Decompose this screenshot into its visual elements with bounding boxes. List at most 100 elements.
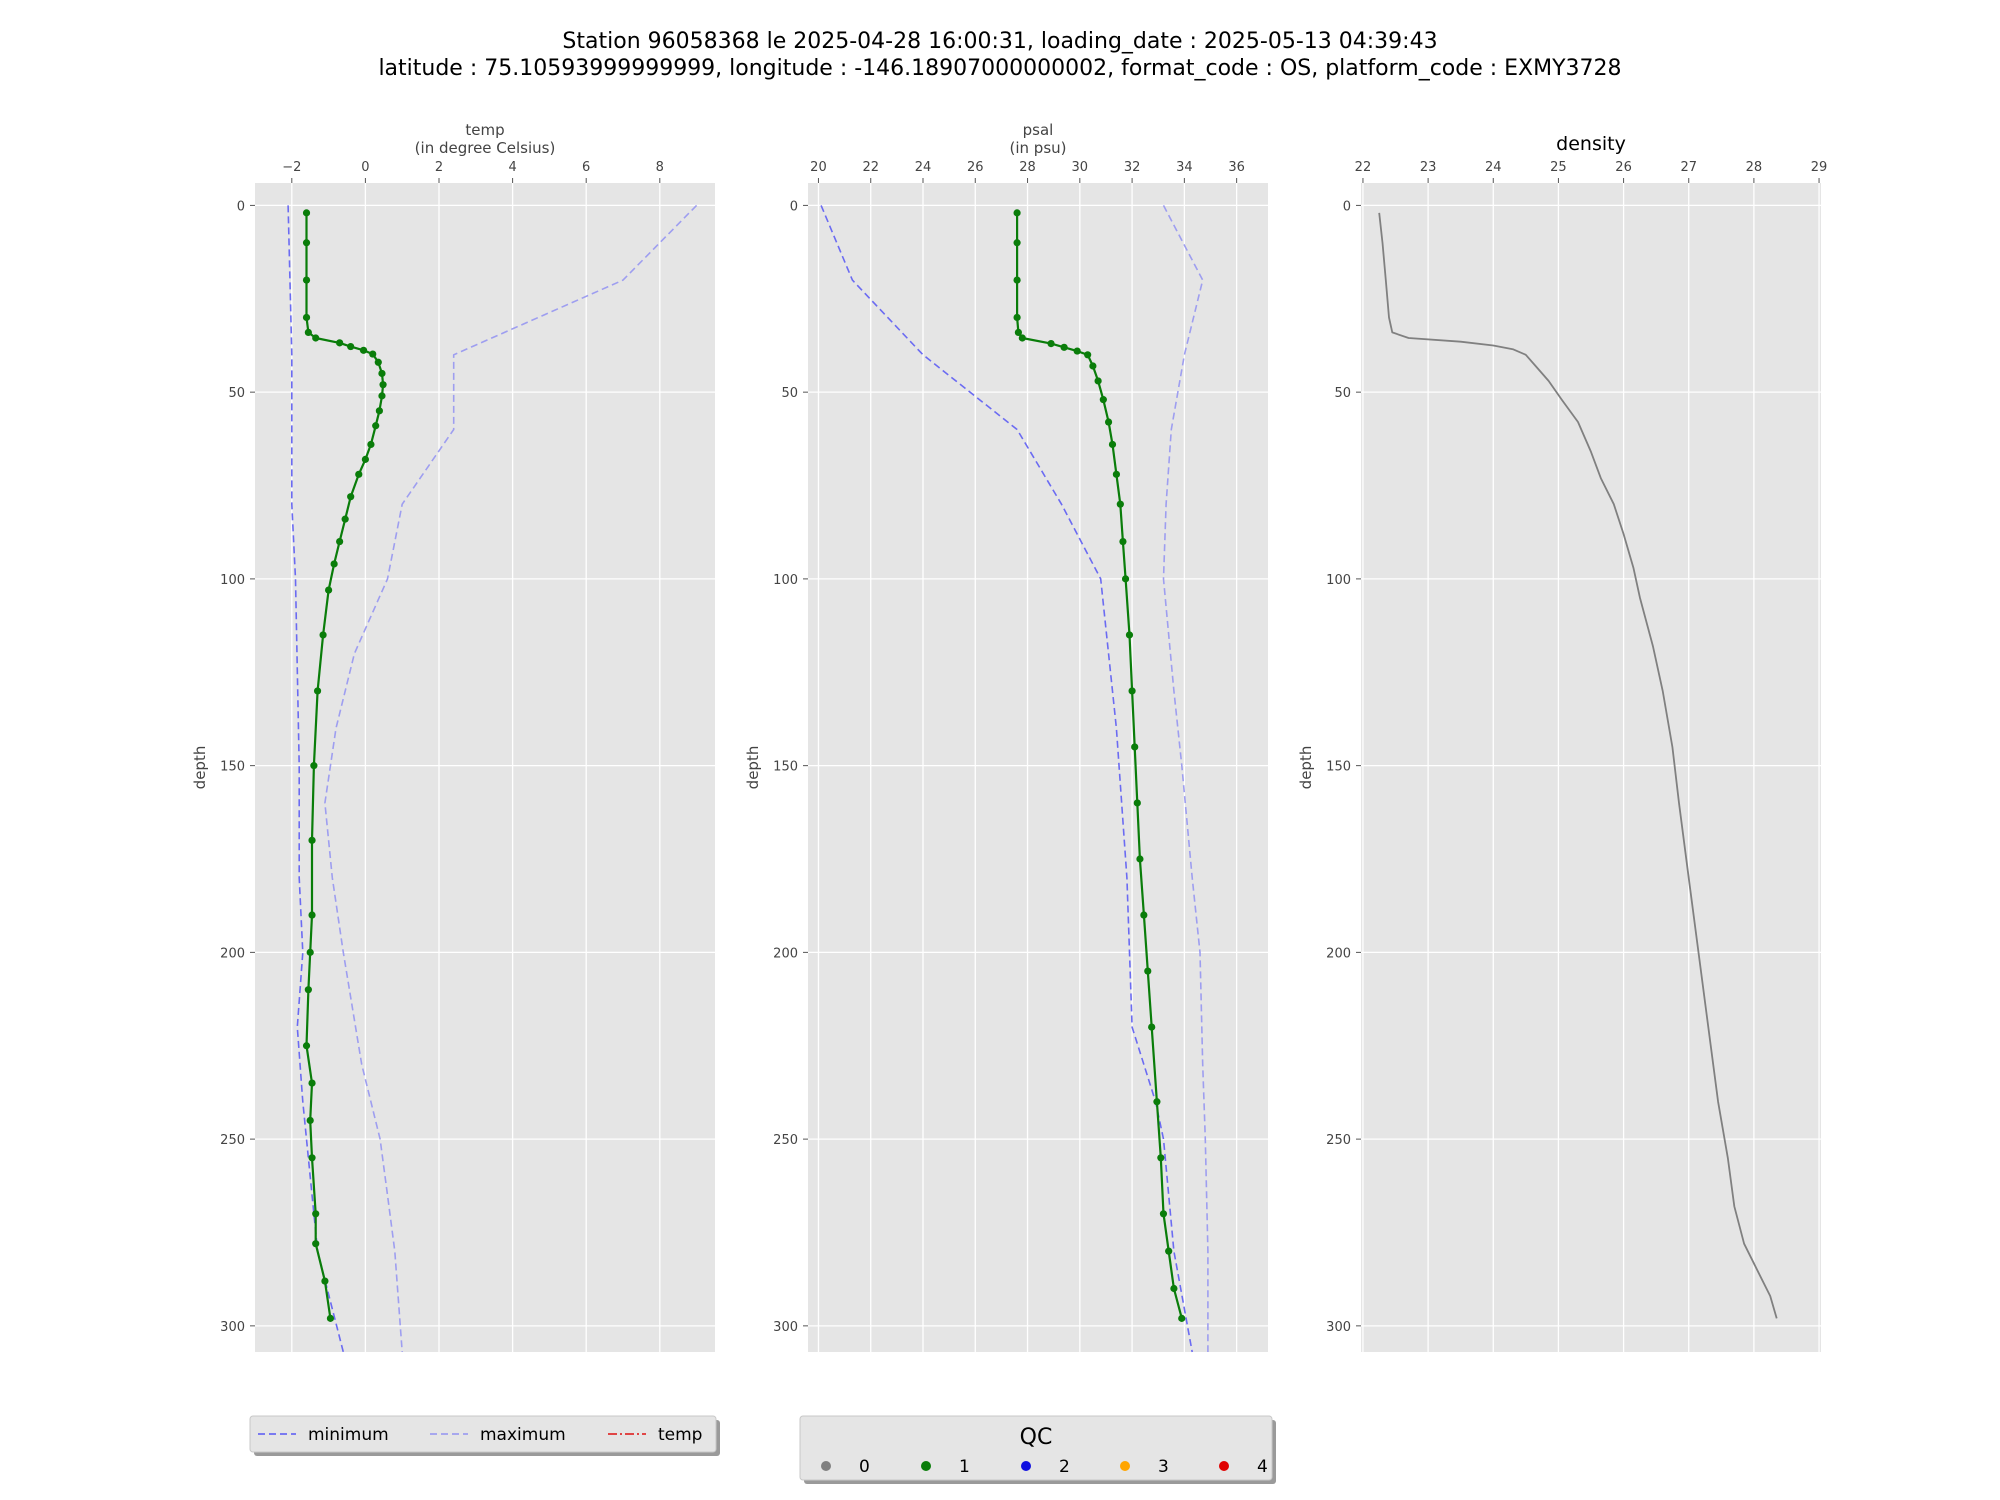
data-point-psal [1013,313,1021,322]
data-point-temp [306,948,314,956]
y-tick-label: 250 [773,1133,798,1148]
data-point-temp [374,358,382,366]
data-point-temp [308,1154,316,1162]
y-tick-label: 100 [220,573,245,588]
x-tick-label: 22 [862,160,879,175]
plot-area [808,183,1268,1352]
legend-label-minimum: minimum [308,1425,389,1445]
x-tick-label: 26 [1615,160,1632,175]
y-tick-label: 0 [237,199,245,214]
qc-marker-3 [1120,1461,1130,1471]
y-tick-label: 50 [228,386,245,401]
y-tick-label: 300 [773,1320,798,1335]
qc-label-1: 1 [959,1457,970,1477]
y-axis-title: depth [744,746,762,790]
data-point-temp [319,631,327,639]
data-point-psal [1144,967,1152,975]
qc-legend: QC 0 1 2 3 4 [799,1415,1276,1484]
y-tick-label: 200 [1326,946,1351,961]
data-point-psal [1165,1247,1173,1255]
legend-label-maximum: maximum [480,1425,566,1445]
data-point-temp [302,313,311,322]
data-point-psal [1159,1210,1168,1218]
qc-marker-1 [921,1461,931,1471]
data-point-temp [378,369,386,378]
y-axis-title: depth [1297,746,1315,790]
y-tick-label: 0 [1343,199,1351,214]
qc-label-3: 3 [1158,1457,1169,1477]
data-point-psal [1170,1284,1178,1293]
x-tick-label: 36 [1228,160,1245,175]
data-point-temp [330,560,338,568]
y-tick-label: 300 [220,1320,245,1335]
data-point-psal [1108,440,1117,449]
x-tick-label: 22 [1355,160,1372,175]
y-tick-label: 50 [781,386,798,401]
data-point-psal [1112,470,1121,478]
data-point-psal [1060,343,1068,351]
x-tick-label: 24 [915,160,932,175]
data-point-psal [1014,328,1022,336]
y-tick-label: 150 [220,760,245,775]
data-point-psal [1018,334,1026,342]
data-point-temp [302,209,311,217]
y-axis-title: depth [191,746,209,790]
data-point-temp [312,1240,320,1248]
data-point-psal [1125,631,1134,639]
qc-marker-0 [821,1461,831,1471]
x-axis-title: psal [1023,121,1054,139]
plot-area [1361,183,1821,1352]
qc-label-2: 2 [1059,1457,1070,1477]
data-point-psal [1136,855,1144,863]
data-point-psal [1104,418,1113,426]
x-tick-label: −2 [282,160,301,175]
data-point-temp [375,407,383,415]
y-tick-label: 150 [773,760,798,775]
data-point-temp [308,1079,316,1087]
y-tick-label: 100 [1326,573,1351,588]
data-point-psal [1140,911,1148,919]
data-point-temp [372,422,380,430]
qc-legend-title: QC [1020,1425,1053,1450]
y-tick-label: 100 [773,573,798,588]
y-tick-label: 200 [773,946,798,961]
data-point-psal [1119,537,1127,546]
series-line-minimum [287,205,345,1353]
x-tick-label: 28 [1746,160,1763,175]
data-point-psal [1073,347,1081,355]
data-point-psal [1099,396,1107,404]
x-axis-unit: (in degree Celsius) [415,139,556,157]
y-tick-label: 150 [1326,760,1351,775]
legend-label-temp: temp [658,1425,702,1445]
x-tick-label: 6 [582,160,590,175]
data-point-temp [361,455,369,463]
data-point-temp [326,1314,335,1322]
data-point-temp [367,440,375,449]
data-point-temp [355,470,363,478]
x-axis-unit: (in psu) [1010,139,1067,157]
y-tick-label: 250 [220,1133,245,1148]
qc-legend-box [799,1415,1273,1481]
qc-label-0: 0 [859,1457,870,1477]
plot-area [255,183,715,1352]
data-point-temp [308,836,316,844]
data-point-temp [379,381,387,389]
series-line-density [1378,212,1778,1319]
data-point-psal [1121,575,1130,583]
x-tick-label: 30 [1072,160,1089,175]
data-point-temp [302,1042,311,1050]
data-point-psal [1013,209,1021,217]
data-point-psal [1153,1098,1161,1106]
data-point-psal [1157,1154,1165,1162]
x-tick-label: 32 [1124,160,1141,175]
data-point-psal [1047,339,1055,348]
temp-panel: −2 0 2 4 6 8 0 50 100 150 200 250 300 temp(in degree … [191,121,715,1353]
x-tick-label: 24 [1485,160,1502,175]
data-point-psal [1094,377,1102,385]
data-point-temp [325,586,333,594]
qc-label-4: 4 [1257,1457,1268,1477]
data-point-temp [336,537,344,546]
data-point-temp [369,350,377,358]
variables-legend: minimum maximum temp [249,1415,720,1456]
data-point-temp [312,334,320,342]
